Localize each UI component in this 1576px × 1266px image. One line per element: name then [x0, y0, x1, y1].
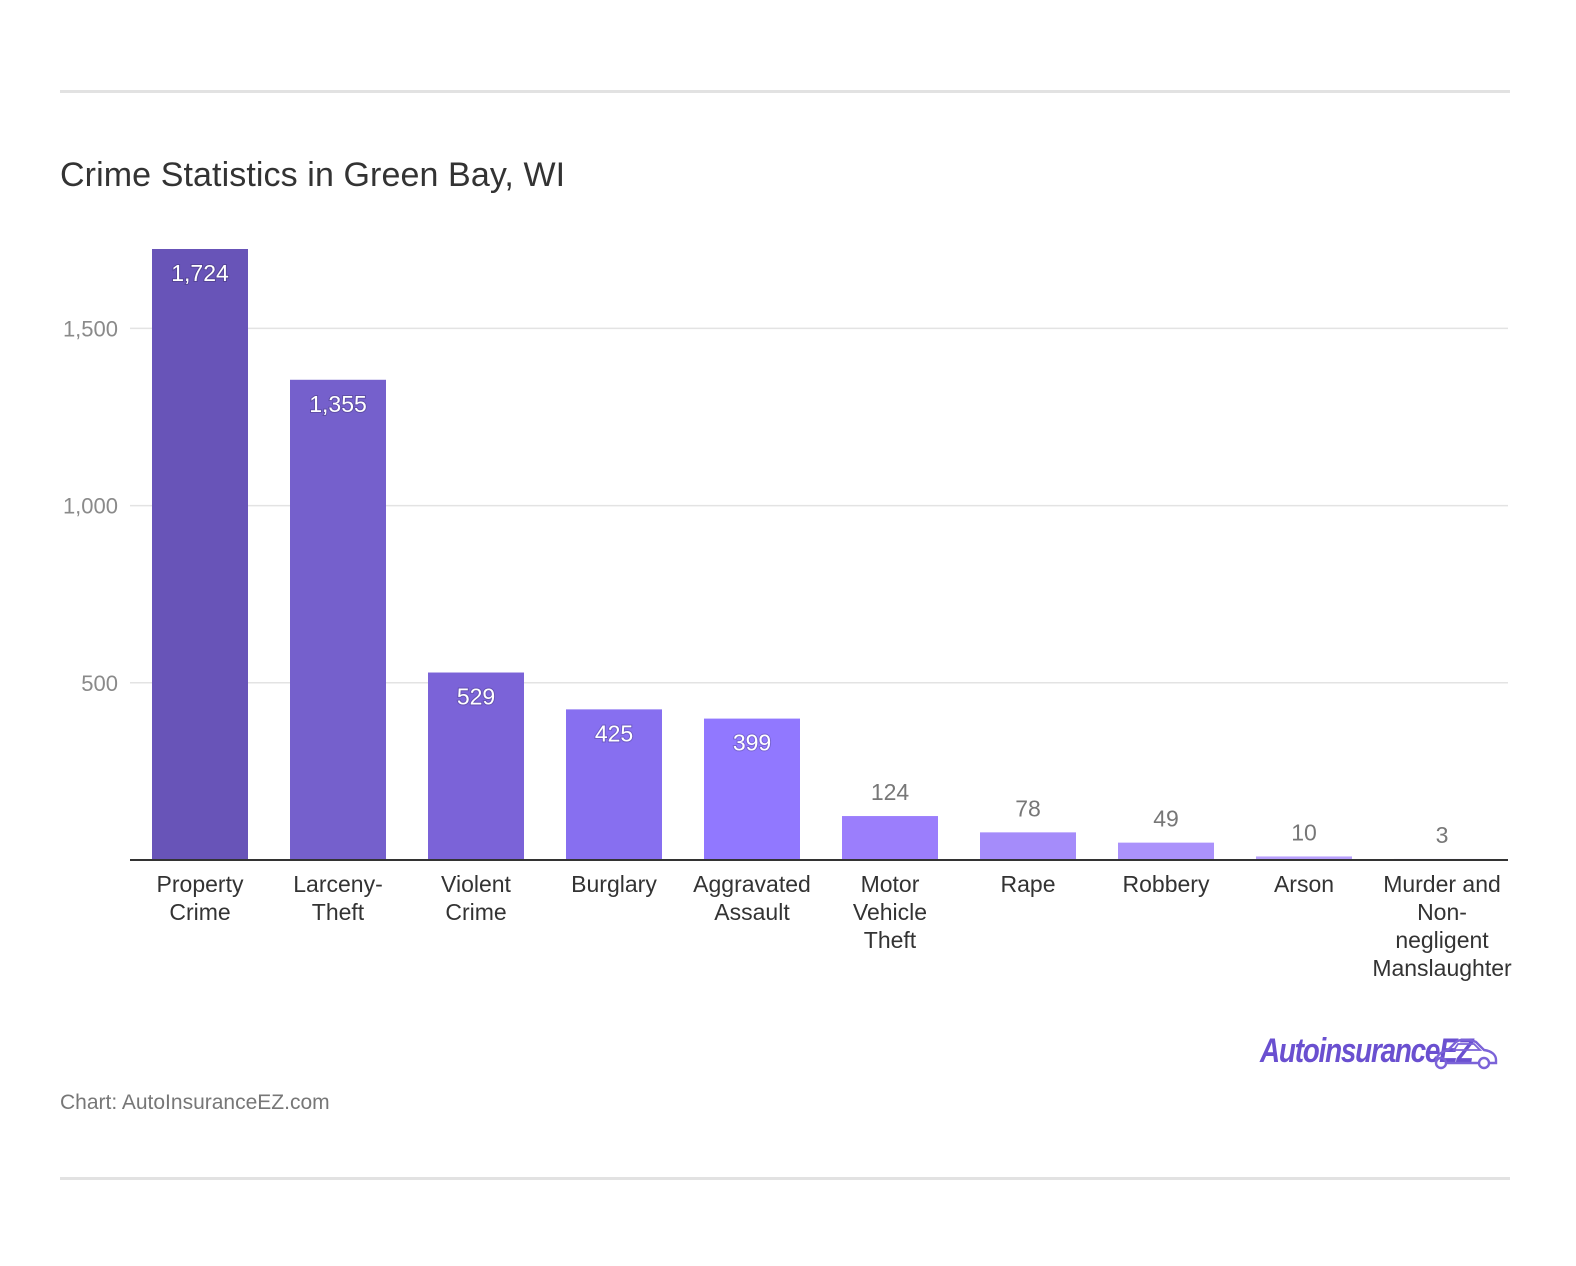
x-category-label: Larceny-Theft	[293, 871, 382, 925]
brand-logo: AutoinsuranceEZ	[1258, 1028, 1508, 1078]
bar-value-label: 399	[733, 730, 771, 756]
x-category-label: Property Crime	[157, 871, 244, 925]
x-category-label-line: Crime	[169, 899, 230, 925]
x-category-label-line: Theft	[864, 927, 917, 953]
chart-source: Chart: AutoInsuranceEZ.com	[60, 1091, 330, 1114]
bar	[842, 816, 938, 860]
x-category-label: Arson	[1274, 871, 1334, 897]
x-category-label: Robbery	[1123, 871, 1210, 897]
x-category-label-line: Motor	[861, 871, 920, 897]
bar-value-label: 3	[1436, 822, 1449, 848]
bottom-divider	[60, 1177, 1510, 1180]
bar	[980, 832, 1076, 860]
x-category-label: Burglary	[571, 871, 657, 897]
x-category-label-line: Arson	[1274, 871, 1334, 897]
bar-value-label: 49	[1153, 806, 1179, 832]
x-category-label: Rape	[1001, 871, 1056, 897]
brand-logo-text: AutoinsuranceEZ	[1260, 1032, 1474, 1070]
x-category-label: Violent Crime	[441, 871, 512, 925]
car-icon	[1434, 1038, 1498, 1070]
bar	[1118, 842, 1214, 860]
x-category-label-line: Property	[157, 871, 244, 897]
chart-title: Crime Statistics in Green Bay, WI	[60, 156, 566, 194]
x-category-label-line: Assault	[714, 899, 790, 925]
x-category-label-line: Larceny-	[293, 871, 382, 897]
x-category-label: Aggravated Assault	[693, 871, 811, 925]
y-tick-label: 500	[81, 671, 118, 696]
bar	[290, 379, 386, 860]
x-category-label-line: Rape	[1001, 871, 1056, 897]
bar	[704, 718, 800, 860]
bar-value-label: 10	[1291, 819, 1317, 845]
bar	[152, 249, 248, 860]
top-divider	[60, 90, 1510, 93]
bar-value-label: 425	[595, 720, 633, 746]
bar	[428, 672, 524, 860]
bar-value-label: 78	[1015, 795, 1041, 821]
x-category-label-line: Vehicle	[853, 899, 927, 925]
x-category-label-line: Burglary	[571, 871, 657, 897]
bar-value-label: 529	[457, 684, 495, 710]
bar-value-label: 1,355	[309, 391, 367, 417]
bar	[1256, 856, 1352, 860]
x-category-label: Motor Vehicle Theft	[853, 871, 927, 953]
bar-value-label: 1,724	[171, 260, 229, 286]
y-tick-label: 1,500	[63, 316, 118, 341]
x-category-label-line: Violent	[441, 871, 512, 897]
x-category-label-line: Robbery	[1123, 871, 1210, 897]
x-category-label-line: negligent	[1395, 927, 1489, 953]
x-category-label-line: Murder and	[1383, 871, 1501, 897]
x-category-label-line: Manslaughter	[1372, 955, 1512, 981]
x-category-label-line: Aggravated	[693, 871, 811, 897]
x-category-label: Murder and Non-negligent Manslaughter	[1372, 871, 1512, 981]
bar-value-label: 124	[871, 779, 910, 805]
y-tick-label: 1,000	[63, 494, 118, 519]
bar	[566, 709, 662, 860]
x-category-label-line: Non-	[1417, 899, 1467, 925]
x-category-label-line: Crime	[445, 899, 506, 925]
x-category-label-line: Theft	[312, 899, 365, 925]
